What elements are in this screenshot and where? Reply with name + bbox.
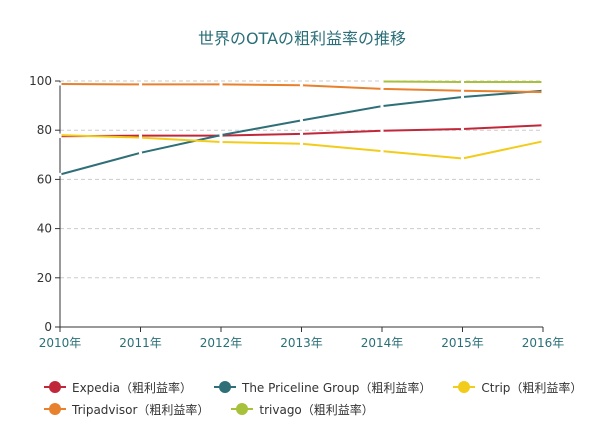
series-point-1-4 — [380, 104, 384, 108]
series-point-2-3 — [299, 142, 304, 146]
legend-row-2: Tripadvisor（粗利益率） trivago（粗利益率） — [44, 398, 584, 420]
series-point-1-1 — [138, 151, 143, 155]
axes — [55, 80, 544, 332]
legend-marker-trivago — [231, 403, 254, 415]
y-tick-label-80: 80 — [37, 123, 52, 137]
legend-marker-tripadvisor — [44, 403, 66, 415]
legend-row-1: Expedia（粗利益率） The Priceline Group（粗利益率） … — [44, 376, 584, 398]
x-tick-label-1: 2011年 — [119, 336, 162, 350]
series-point-0-6 — [541, 123, 545, 127]
grid-lines — [60, 80, 543, 279]
x-tick-label-2: 2012年 — [200, 336, 243, 350]
series-point-3-3 — [299, 83, 304, 87]
legend-label-ctrip: Ctrip（粗利益率） — [481, 380, 583, 395]
legend-label-trivago: trivago（粗利益率） — [259, 402, 374, 417]
series-point-2-2 — [219, 140, 223, 144]
series-point-3-0 — [58, 82, 62, 86]
x-tick-label-3: 2013年 — [280, 336, 323, 350]
legend-label-tripadvisor: Tripadvisor（粗利益率） — [72, 402, 210, 417]
series-point-1-0 — [58, 172, 62, 177]
legend-marker-expedia — [44, 381, 66, 393]
series-lines — [58, 79, 545, 177]
legend-item-tripadvisor[interactable]: Tripadvisor（粗利益率） — [44, 401, 209, 418]
tick-labels: 0 20 40 60 80 100 2010年 2011年 2012年 2013年 2014年 201… — [29, 74, 564, 350]
series-point-2-4 — [380, 149, 384, 153]
series-point-0-4 — [380, 129, 384, 133]
legend-label-priceline: The Priceline Group（粗利益率） — [242, 380, 432, 395]
series-point-3-1 — [138, 82, 143, 87]
chart-title: 世界のOTAの粗利益率の推移 — [198, 29, 406, 48]
x-tick-label-5: 2015年 — [441, 336, 484, 350]
legend-dot-expedia — [49, 381, 61, 393]
y-tick-label-100: 100 — [29, 74, 52, 88]
series-point-3-6 — [541, 90, 545, 94]
series-point-0-3 — [299, 132, 304, 136]
series-point-0-5 — [460, 127, 465, 131]
legend-label-expedia: Expedia（粗利益率） — [72, 380, 192, 395]
series-point-4-6 — [541, 80, 545, 84]
x-tick-label-4: 2014年 — [361, 336, 404, 350]
legend-item-expedia[interactable]: Expedia（粗利益率） — [44, 379, 192, 396]
x-tick-label-6: 2016年 — [522, 336, 565, 350]
legend-item-trivago[interactable]: trivago（粗利益率） — [231, 401, 374, 418]
y-tick-label-60: 60 — [37, 172, 52, 186]
series-point-2-0 — [58, 133, 62, 137]
y-tick-label-40: 40 — [37, 222, 52, 236]
y-tick-label-0: 0 — [44, 320, 52, 334]
legend: Expedia（粗利益率） The Priceline Group（粗利益率） … — [44, 376, 584, 420]
legend-dot-trivago — [236, 403, 249, 415]
legend-marker-ctrip — [453, 381, 476, 393]
series-point-4-4 — [380, 79, 384, 84]
legend-marker-priceline — [214, 381, 236, 393]
legend-item-priceline[interactable]: The Priceline Group（粗利益率） — [214, 379, 431, 396]
legend-dot-priceline — [219, 381, 231, 393]
series-point-3-5 — [460, 89, 465, 93]
series-point-1-3 — [299, 118, 304, 122]
legend-item-ctrip[interactable]: Ctrip（粗利益率） — [453, 379, 582, 396]
x-tick-label-0: 2010年 — [39, 336, 82, 350]
legend-dot-tripadvisor — [49, 403, 61, 415]
legend-dot-ctrip — [458, 381, 471, 393]
series-point-2-5 — [460, 156, 465, 161]
series-point-2-6 — [541, 139, 545, 143]
series-point-3-4 — [380, 87, 384, 91]
y-tick-label-20: 20 — [37, 271, 52, 285]
series-point-2-1 — [138, 135, 143, 140]
series-point-1-2 — [219, 133, 223, 137]
series-point-4-5 — [460, 80, 465, 84]
series-point-3-2 — [219, 82, 223, 87]
series-point-1-5 — [460, 95, 465, 99]
